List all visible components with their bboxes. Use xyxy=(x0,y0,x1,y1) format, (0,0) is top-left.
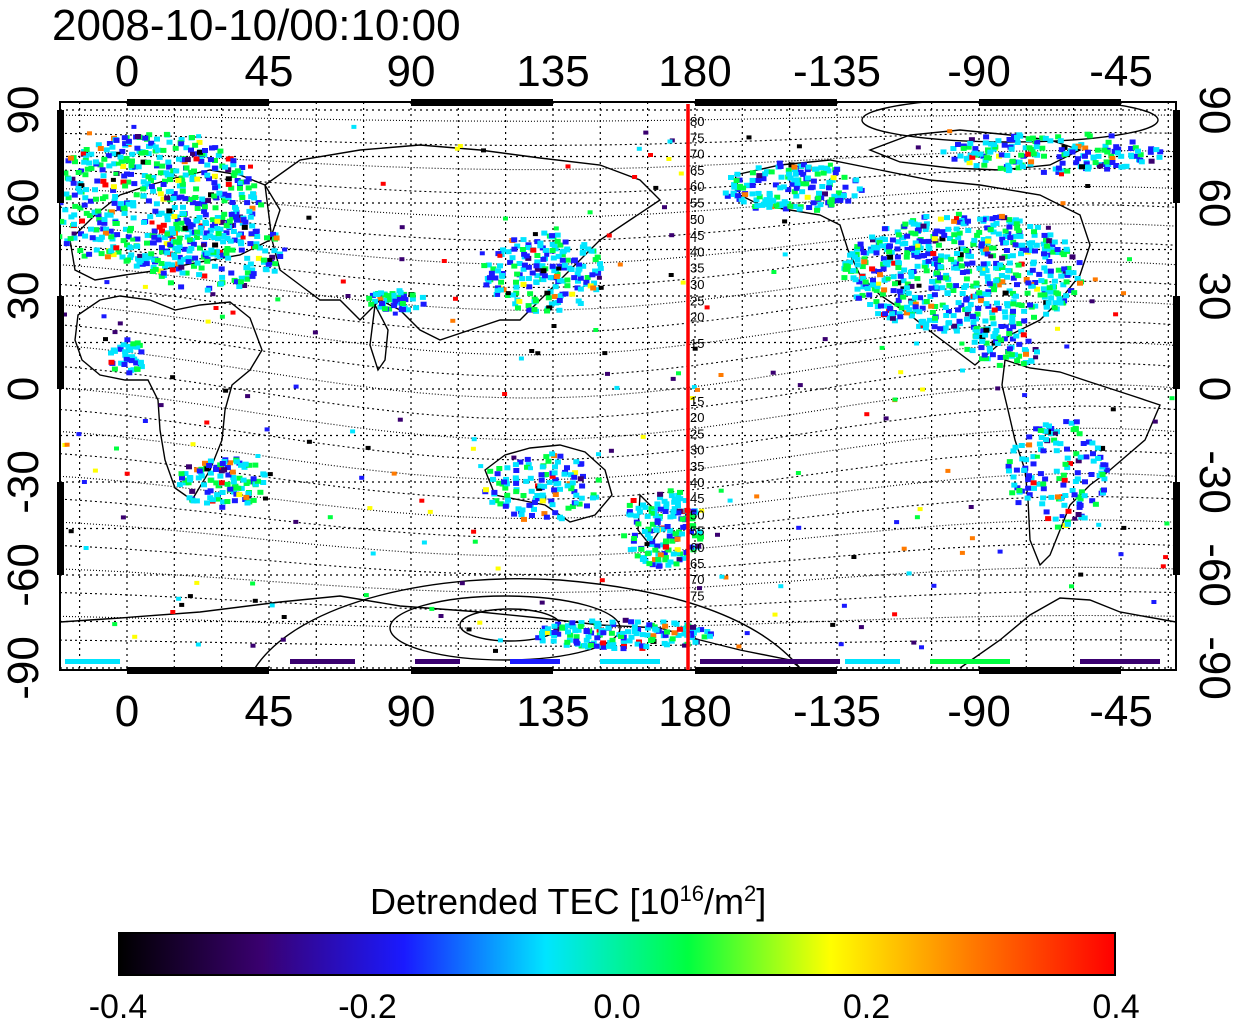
mlat-label-north: 30 xyxy=(690,277,704,292)
mlat-label-north: 70 xyxy=(690,147,704,162)
lon-tick-label-top: -135 xyxy=(793,47,881,96)
lat-tick-label-right: 0 xyxy=(1190,377,1239,401)
lat-tick-label-right: 60 xyxy=(1190,179,1239,228)
lat-tick-label-left: -30 xyxy=(0,450,48,514)
colorbar-title-main: Detrended TEC [10 xyxy=(370,881,680,922)
colorbar-tick-label: -0.4 xyxy=(88,988,148,1026)
mlat-label-north: 15 xyxy=(690,336,704,351)
lon-tick-label-bottom: -45 xyxy=(1089,687,1153,736)
tec-data-points xyxy=(60,124,1175,664)
lat-tick-label-right: -90 xyxy=(1190,636,1239,700)
magnetic-latitude-labels: 8075706560555045403530252015152025303540… xyxy=(690,114,704,603)
colorbar-title: Detrended TEC [1016/m2] xyxy=(370,872,766,924)
mlat-label-north: 45 xyxy=(690,228,704,243)
mlat-label-south: 35 xyxy=(690,459,704,474)
mlat-label-south: 30 xyxy=(690,443,704,458)
mlat-label-north: 60 xyxy=(690,179,704,194)
axis-labels: 0045459090135135180180-135-135-90-90-45-… xyxy=(0,47,1239,736)
lon-tick-label-top: -90 xyxy=(947,47,1011,96)
colorbar xyxy=(118,932,1116,976)
mlat-label-north: 65 xyxy=(690,163,704,178)
lat-tick-label-left: 30 xyxy=(0,272,48,321)
lon-tick-label-top: 45 xyxy=(245,47,294,96)
lat-tick-label-right: 30 xyxy=(1190,272,1239,321)
mlat-label-south: 60 xyxy=(690,540,704,555)
mlat-label-north: 25 xyxy=(690,293,704,308)
lon-tick-label-bottom: -135 xyxy=(793,687,881,736)
lon-tick-label-bottom: 90 xyxy=(387,687,436,736)
lon-tick-label-bottom: -90 xyxy=(947,687,1011,736)
mlat-label-south: 40 xyxy=(690,475,704,490)
lat-tick-label-left: 90 xyxy=(0,86,48,135)
mlat-label-south: 50 xyxy=(690,507,704,522)
mlat-label-south: 20 xyxy=(690,410,704,425)
mlat-label-south: 70 xyxy=(690,572,704,587)
axis-tick-bars xyxy=(57,99,1180,674)
colorbar-tick-label: 0.4 xyxy=(1092,988,1140,1026)
colorbar-title-close: ] xyxy=(756,881,767,922)
lat-tick-label-right: -30 xyxy=(1190,450,1239,514)
lon-tick-label-bottom: 0 xyxy=(115,687,139,736)
lat-tick-label-left: 60 xyxy=(0,179,48,228)
mlat-label-south: 55 xyxy=(690,524,704,539)
lat-tick-label-left: -90 xyxy=(0,636,48,700)
mlat-label-north: 40 xyxy=(690,244,704,259)
mlat-label-south: 15 xyxy=(690,394,704,409)
colorbar-title-unit-exp: 2 xyxy=(744,881,757,906)
timestamp-title: 2008-10-10/00:10:00 xyxy=(52,1,461,50)
colorbar-title-unit: /m xyxy=(704,881,744,922)
lon-tick-label-bottom: 135 xyxy=(516,687,589,736)
lat-tick-label-right: 90 xyxy=(1190,86,1239,135)
mlat-label-north: 20 xyxy=(690,310,704,325)
lon-tick-label-top: -45 xyxy=(1089,47,1153,96)
colorbar-title-exp: 16 xyxy=(679,881,704,906)
mlat-label-south: 65 xyxy=(690,556,704,571)
lon-tick-label-top: 180 xyxy=(658,47,731,96)
colorbar-tick-label: 0.0 xyxy=(593,988,641,1026)
lon-tick-label-bottom: 180 xyxy=(658,687,731,736)
colorbar-tick-label: -0.2 xyxy=(338,988,397,1026)
lon-tick-label-top: 0 xyxy=(115,47,139,96)
lon-tick-label-bottom: 45 xyxy=(245,687,294,736)
mlat-label-north: 75 xyxy=(690,130,704,145)
lat-tick-label-left: -60 xyxy=(0,543,48,607)
mlat-label-north: 35 xyxy=(690,261,704,276)
lon-tick-label-top: 135 xyxy=(516,47,589,96)
mlat-label-north: 55 xyxy=(690,196,704,211)
mlat-label-south: 75 xyxy=(690,588,704,603)
tec-map: 8075706560555045403530252015152025303540… xyxy=(0,47,1239,736)
mlat-label-north: 80 xyxy=(690,114,704,129)
mlat-label-south: 25 xyxy=(690,426,704,441)
mlat-label-north: 50 xyxy=(690,212,704,227)
mlat-label-south: 45 xyxy=(690,491,704,506)
lat-tick-label-left: 0 xyxy=(0,377,48,401)
lat-tick-label-right: -60 xyxy=(1190,543,1239,607)
lon-tick-label-top: 90 xyxy=(387,47,436,96)
colorbar-tick-label: 0.2 xyxy=(842,988,891,1026)
